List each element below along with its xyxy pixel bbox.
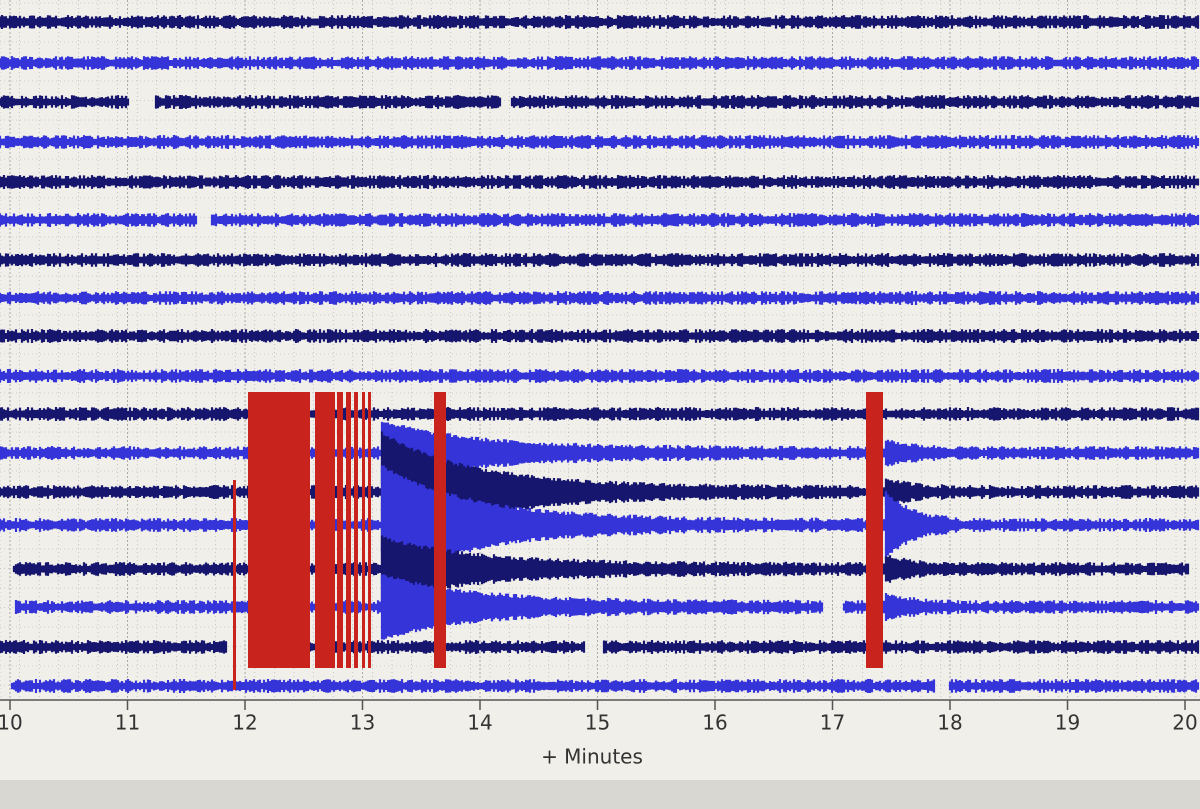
x-tick-label: 15 xyxy=(585,711,610,735)
red-marker xyxy=(346,392,351,668)
x-tick-label: 10 xyxy=(0,711,23,735)
red-marker xyxy=(354,392,358,668)
trace xyxy=(0,56,1200,70)
red-marker xyxy=(362,392,365,668)
screen-bezel xyxy=(0,780,1200,809)
trace xyxy=(0,253,1200,267)
red-marker xyxy=(434,392,446,668)
x-tick-label: 20 xyxy=(1172,711,1197,735)
x-tick-label: 14 xyxy=(467,711,492,735)
trace xyxy=(0,15,1200,29)
red-marker xyxy=(368,392,371,668)
x-tick-label: 13 xyxy=(350,711,375,735)
plot-background xyxy=(0,0,1200,780)
event-markers xyxy=(233,392,883,690)
x-tick-label: 12 xyxy=(232,711,257,735)
trace xyxy=(0,213,1200,227)
trace xyxy=(0,175,1200,189)
red-marker xyxy=(248,392,310,668)
traces xyxy=(0,15,1200,693)
x-tick-label: 17 xyxy=(820,711,845,735)
red-marker xyxy=(866,392,883,668)
trace xyxy=(10,679,1200,693)
red-marker xyxy=(315,392,335,668)
x-axis-label: + Minutes xyxy=(541,745,643,769)
red-marker xyxy=(233,480,236,690)
red-marker xyxy=(337,392,343,668)
x-axis-ticks: 10 11 12 13 14 15 16 17 18 19 20 xyxy=(0,700,1198,735)
trace xyxy=(0,95,1200,109)
x-tick-label: 11 xyxy=(115,711,140,735)
trace xyxy=(0,369,1200,383)
x-tick-label: 19 xyxy=(1055,711,1080,735)
x-tick-label: 16 xyxy=(702,711,727,735)
trace xyxy=(0,329,1200,343)
trace xyxy=(0,135,1200,149)
x-tick-label: 18 xyxy=(937,711,962,735)
trace xyxy=(0,291,1200,305)
